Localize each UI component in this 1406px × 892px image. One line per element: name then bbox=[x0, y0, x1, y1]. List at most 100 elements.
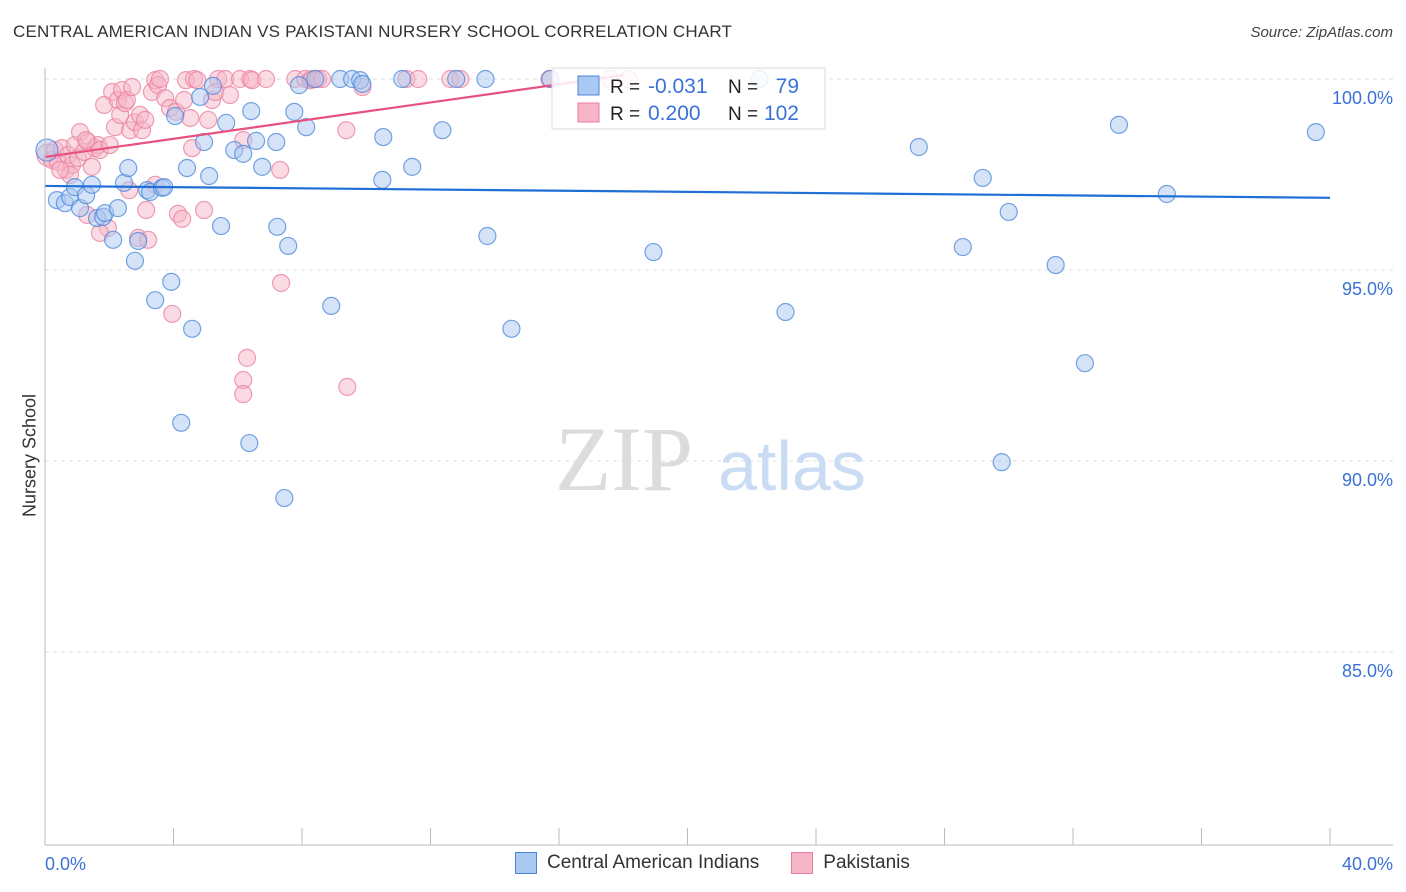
central-american-indian-point bbox=[290, 76, 309, 95]
legend-n-label: N = bbox=[728, 77, 758, 98]
central-american-indian-point bbox=[108, 199, 128, 218]
pakistani-point bbox=[194, 200, 214, 220]
pakistani-point bbox=[137, 200, 156, 220]
pakistani-point bbox=[181, 108, 200, 128]
central-american-indian-point bbox=[1306, 122, 1325, 142]
pakistani-point bbox=[220, 85, 240, 105]
y-tick-label: 95.0% bbox=[1342, 279, 1393, 299]
central-american-indian-point bbox=[146, 291, 165, 310]
central-american-indian-point bbox=[1157, 184, 1176, 204]
central-american-indian-point bbox=[267, 132, 286, 152]
central-american-indian-point bbox=[162, 272, 181, 291]
central-american-indian-point bbox=[119, 158, 138, 178]
central-american-indian-point bbox=[1046, 255, 1065, 275]
central-american-indian-point bbox=[203, 76, 223, 95]
legend-n-value: 102 bbox=[764, 102, 799, 125]
central-american-indian-point bbox=[268, 217, 287, 236]
central-american-indian-point bbox=[200, 166, 219, 186]
central-american-indian-point bbox=[166, 106, 185, 126]
series-legend: Central American Indians Pakistanis bbox=[515, 852, 910, 874]
pakistani-point bbox=[338, 377, 357, 396]
pakistani-point bbox=[82, 157, 102, 176]
pakistani-point bbox=[234, 385, 253, 404]
central-american-indian-point bbox=[322, 296, 341, 316]
central-american-indians-trend-line bbox=[44, 184, 1331, 199]
central-american-indian-point bbox=[1075, 354, 1094, 373]
central-american-indian-point bbox=[104, 230, 123, 249]
central-american-indian-point bbox=[374, 127, 393, 147]
legend-box: R = -0.031 N = 79 R = 0.200 N = 102 bbox=[551, 67, 826, 130]
x-tick-label-min: 0.0% bbox=[45, 854, 86, 874]
central-american-indian-point bbox=[373, 170, 392, 189]
pakistani-point bbox=[256, 69, 276, 89]
legend-swatch-pink bbox=[577, 102, 600, 123]
central-american-indian-point bbox=[393, 69, 412, 89]
pakistani-point bbox=[271, 160, 290, 180]
central-american-indian-point bbox=[447, 69, 466, 89]
y-tick-label: 100.0% bbox=[1332, 88, 1393, 108]
legend-label-central-american-indians: Central American Indians bbox=[547, 852, 760, 873]
central-american-indian-point bbox=[275, 488, 294, 508]
legend-label-pakistanis: Pakistanis bbox=[823, 852, 910, 873]
pakistani-point bbox=[77, 131, 96, 150]
legend-r-label: R = bbox=[610, 77, 640, 98]
y-tick-label: 90.0% bbox=[1342, 470, 1393, 490]
central-american-indian-point bbox=[909, 137, 928, 157]
pakistani-point bbox=[199, 110, 218, 129]
central-american-indian-point bbox=[973, 168, 992, 188]
pakistani-point bbox=[163, 304, 182, 324]
central-american-indian-point bbox=[403, 157, 422, 176]
source-label: Source: ZipAtlas.com bbox=[1250, 24, 1393, 41]
x-tick-label-max: 40.0% bbox=[1342, 854, 1393, 874]
central-american-indian-point bbox=[306, 69, 325, 89]
central-american-indian-point bbox=[776, 302, 795, 322]
central-american-indian-point bbox=[211, 216, 231, 236]
central-american-indian-point bbox=[953, 237, 972, 257]
central-american-indian-point bbox=[433, 121, 452, 140]
central-american-indian-point bbox=[217, 113, 236, 133]
central-american-indian-point bbox=[253, 157, 272, 176]
central-american-indian-point bbox=[297, 118, 316, 137]
central-american-indian-point bbox=[172, 413, 191, 432]
legend-swatch-blue bbox=[577, 75, 600, 96]
central-american-indian-point bbox=[129, 231, 148, 251]
central-american-indian-point bbox=[246, 131, 266, 150]
pakistani-point bbox=[409, 69, 428, 89]
central-american-indian-point bbox=[279, 236, 298, 256]
central-american-indian-point bbox=[476, 69, 495, 89]
central-american-indian-point bbox=[502, 319, 521, 338]
pakistani-point bbox=[50, 160, 70, 180]
legend-n-label: N = bbox=[728, 104, 758, 125]
pakistani-point bbox=[173, 209, 192, 228]
legend-r-label: R = bbox=[610, 104, 640, 125]
central-american-indian-point bbox=[177, 158, 197, 178]
watermark-atlas: atlas bbox=[718, 427, 866, 505]
pakistani-point bbox=[237, 348, 257, 367]
pakistani-point bbox=[272, 273, 291, 293]
pakistani-point bbox=[100, 135, 119, 155]
central-american-indian-point bbox=[999, 202, 1018, 222]
central-american-indian-point bbox=[1109, 115, 1129, 134]
pakistanis-trend-line bbox=[44, 74, 624, 159]
pakistani-point bbox=[136, 110, 155, 129]
pakistani-point bbox=[122, 77, 142, 97]
central-american-indian-point bbox=[125, 251, 145, 270]
central-american-indian-point bbox=[285, 102, 304, 121]
pakistani-point bbox=[337, 121, 356, 140]
central-american-indian-point bbox=[353, 74, 372, 94]
central-american-indian-point bbox=[114, 173, 134, 193]
y-tick-label: 85.0% bbox=[1342, 661, 1393, 681]
central-american-indian-point bbox=[240, 433, 259, 453]
central-american-indian-point bbox=[242, 101, 261, 121]
legend-swatch-central-american-indians bbox=[515, 852, 537, 874]
legend-r-value: 0.200 bbox=[648, 102, 701, 125]
central-american-indian-point bbox=[234, 144, 253, 163]
pakistani-point bbox=[175, 90, 194, 110]
chart-title: CENTRAL AMERICAN INDIAN VS PAKISTANI NUR… bbox=[13, 22, 733, 41]
central-american-indian-point bbox=[191, 87, 210, 107]
pakistani-point bbox=[150, 69, 170, 89]
central-american-indian-point bbox=[82, 175, 102, 194]
pakistani-point bbox=[188, 71, 207, 90]
legend-swatch-pakistanis bbox=[791, 852, 814, 874]
